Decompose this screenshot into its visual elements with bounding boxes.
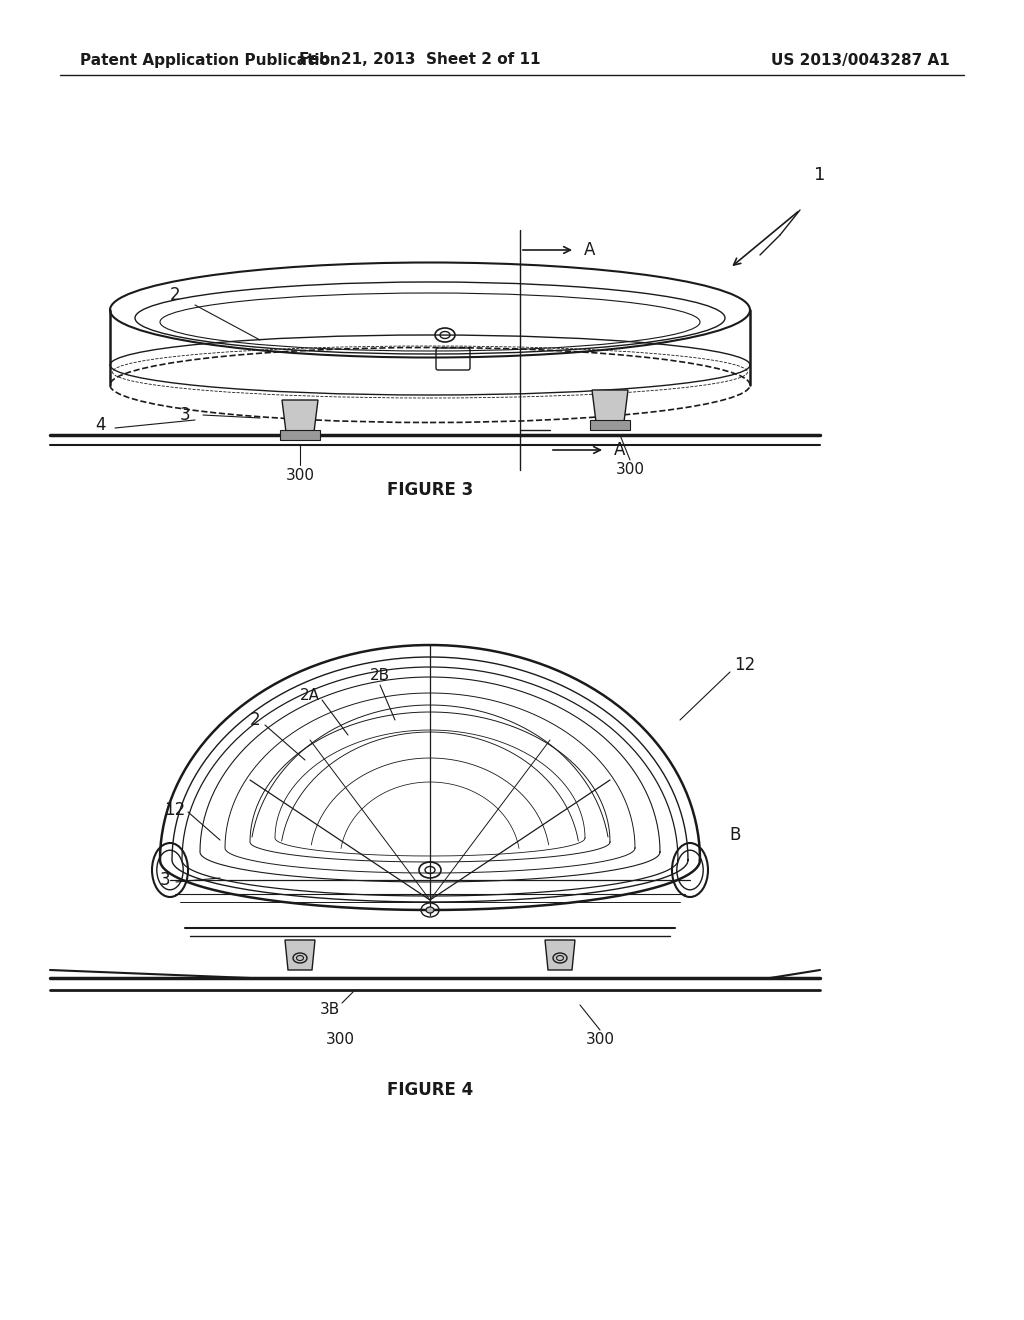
Text: 300: 300 [615,462,644,478]
Text: 3B: 3B [319,1002,340,1018]
Ellipse shape [426,907,434,913]
Polygon shape [285,940,315,970]
Text: 2B: 2B [370,668,390,682]
Text: 12: 12 [734,656,756,675]
Text: B: B [729,826,740,843]
Text: A: A [585,242,596,259]
Text: 4: 4 [95,416,105,434]
Text: A: A [614,441,626,459]
Text: FIGURE 4: FIGURE 4 [387,1081,473,1100]
Polygon shape [592,389,628,422]
Text: 3: 3 [160,871,170,888]
Text: 2: 2 [170,286,180,304]
Polygon shape [590,420,630,430]
Text: FIGURE 3: FIGURE 3 [387,480,473,499]
Text: 3: 3 [179,407,190,424]
Text: 1: 1 [814,166,825,183]
Text: US 2013/0043287 A1: US 2013/0043287 A1 [771,53,950,67]
Text: 300: 300 [326,1032,354,1048]
Polygon shape [280,430,319,440]
Polygon shape [282,400,318,432]
Polygon shape [545,940,575,970]
Text: 2A: 2A [300,688,319,702]
Text: Patent Application Publication: Patent Application Publication [80,53,341,67]
Text: 300: 300 [286,467,314,483]
Text: 300: 300 [586,1032,614,1048]
Text: Feb. 21, 2013  Sheet 2 of 11: Feb. 21, 2013 Sheet 2 of 11 [299,53,541,67]
Text: 2: 2 [250,711,260,729]
Text: 12: 12 [165,801,185,818]
